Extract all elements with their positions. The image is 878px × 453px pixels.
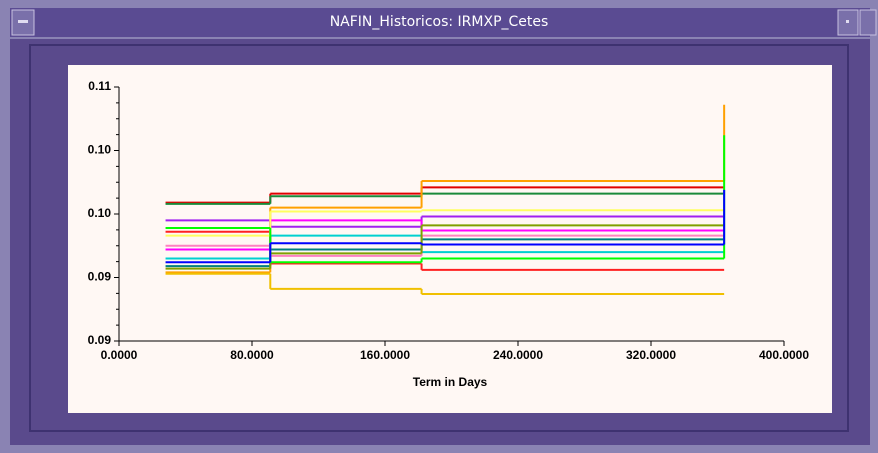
y-tick-label: 0.09 xyxy=(88,333,112,347)
y-tick-label: 0.10 xyxy=(88,206,112,220)
x-tick-label: 160.0000 xyxy=(360,348,410,362)
y-tick-label: 0.11 xyxy=(88,79,111,93)
x-tick-label: 240.0000 xyxy=(493,348,543,362)
maximize-button[interactable] xyxy=(859,9,877,36)
title-bar xyxy=(10,8,870,37)
window-title: NAFIN_Historicos: IRMXP_Cetes xyxy=(330,14,549,30)
minimize-icon xyxy=(846,20,849,23)
x-tick-label: 80.0000 xyxy=(230,348,274,362)
x-tick-label: 320.0000 xyxy=(626,348,676,362)
y-tick-label: 0.09 xyxy=(88,270,112,284)
y-tick-label: 0.10 xyxy=(88,143,112,157)
menu-icon xyxy=(18,20,28,23)
x-tick-label: 0.0000 xyxy=(101,348,138,362)
inner-frame xyxy=(29,44,849,432)
x-tick-label: 400.0000 xyxy=(759,348,809,362)
x-axis-title: Term in Days xyxy=(413,375,488,389)
